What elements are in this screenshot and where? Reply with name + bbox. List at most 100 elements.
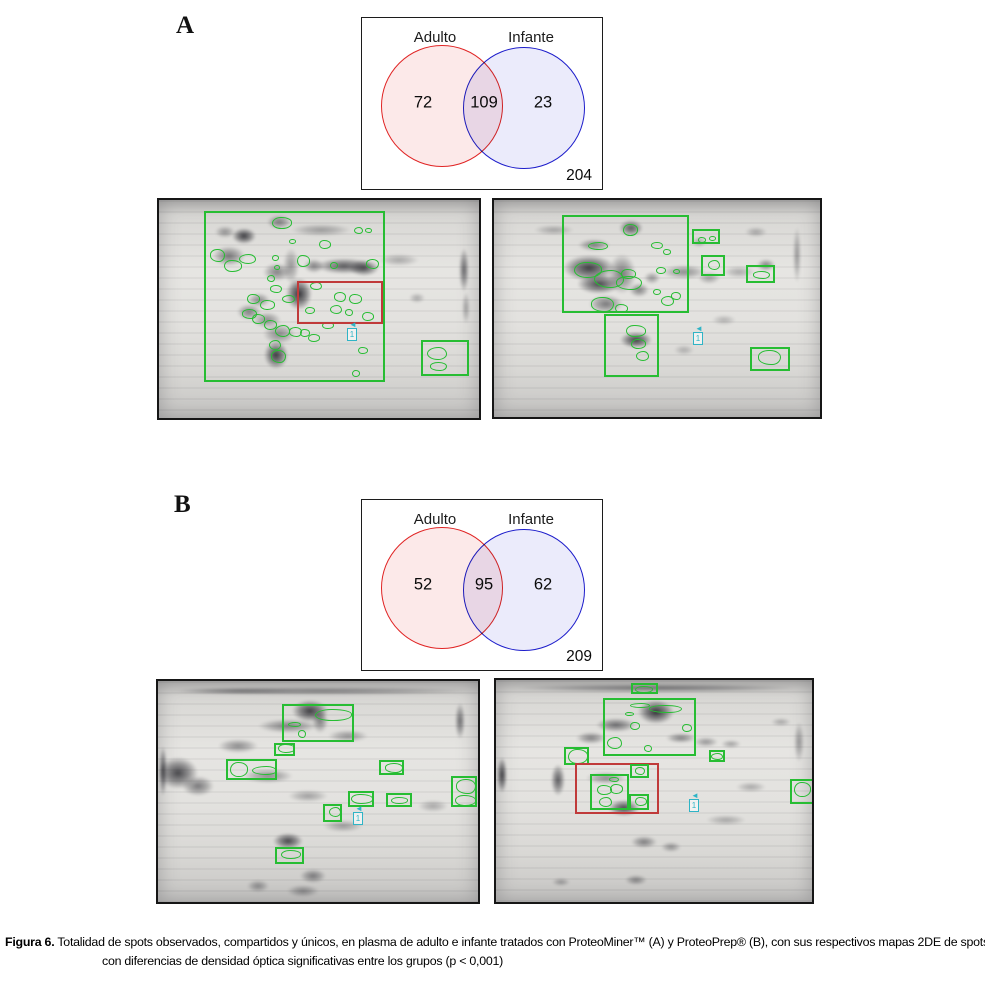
venn-b-right-label: Infante [508,511,554,528]
marker-number-label: 1 [693,332,703,345]
gel-smudge [218,739,258,753]
annotation-rect-green [701,255,725,276]
protein-spot-outline [247,294,260,304]
gel-smudge [661,842,681,852]
marker-arrow-icon: ◄ [695,324,703,333]
protein-spot-outline [354,227,363,234]
gel-smudge [379,254,419,266]
protein-spot-outline [352,370,360,377]
gel-smudge [694,737,718,747]
venn-b-left-label: Adulto [413,511,457,528]
protein-spot-outline [663,249,671,255]
annotation-rect-green [709,750,725,762]
gel-smudge [497,757,507,793]
protein-spot-outline [239,254,256,264]
venn-a-total-count: 204 [566,167,592,184]
protein-spot-outline [366,259,379,269]
annotation-rect-green [631,683,658,694]
annotation-rect-green [379,760,404,775]
venn-a-right-count: 23 [533,93,553,112]
protein-spot-outline [599,797,612,807]
protein-spot-outline [630,722,640,730]
protein-spot-outline [625,712,634,716]
protein-spot-outline [267,275,275,282]
annotation-rect-green [226,759,277,780]
marker-number-label: 1 [353,812,363,825]
annotation-rect-green [274,743,295,756]
protein-spot-outline [270,285,282,293]
protein-spot-outline [330,262,338,269]
protein-spot-outline [362,312,374,321]
protein-spot-outline [427,347,447,360]
annotation-rect-green [692,229,720,244]
protein-spot-outline [621,269,636,279]
spot-marker: ◄ 1 [689,792,699,812]
annotation-rect-green [630,764,649,778]
gel-smudge [182,776,214,796]
annotation-rect-red [297,281,383,324]
protein-spot-outline [210,249,225,262]
annotation-rect-green [604,314,659,377]
gel-smudge [706,815,746,825]
protein-spot-outline [635,767,645,775]
protein-spot-outline [330,305,342,314]
protein-spot-outline [651,242,663,249]
gel-smudge [793,227,801,283]
protein-spot-outline [430,362,447,371]
protein-spot-outline [636,351,649,361]
figure-caption-text: Totalidad de spots observados, compartid… [54,935,985,968]
annotation-rect-green [348,791,374,807]
protein-spot-outline [300,329,310,337]
venn-a-overlap-count: 109 [470,93,498,112]
annotation-rect-green [790,779,812,804]
spot-marker: ◄ 1 [347,321,357,341]
gel-smudge [712,315,736,325]
gel-2de-b-right: ◄ 1 [494,678,814,904]
protein-spot-outline [709,236,716,241]
venn-diagram-a: Adulto Infante 72 109 23 204 [361,17,603,190]
protein-spot-outline [609,777,619,782]
annotation-rect-green [323,804,342,822]
protein-spot-outline [588,242,608,250]
protein-spot-outline [626,325,646,337]
protein-spot-outline [649,705,682,713]
protein-spot-outline [358,347,368,354]
gel-2de-a-left: ◄ 1 [157,198,481,420]
protein-spot-outline [644,745,652,752]
protein-spot-outline [391,797,408,804]
gel-smudge [721,740,741,748]
protein-spot-outline [631,339,646,349]
protein-spot-outline [281,850,301,859]
annotation-rect-green [282,704,354,742]
protein-spot-outline [794,782,811,797]
gel-smudge [631,836,657,848]
venn-b-right-count: 62 [533,575,553,594]
gel-smudge [552,878,570,886]
annotation-rect-green [629,794,649,810]
protein-spot-outline [282,295,295,303]
protein-spot-outline [753,271,770,279]
protein-spot-outline [264,320,277,330]
panel-b-label: B [174,491,191,518]
marker-number-label: 1 [689,799,699,812]
protein-spot-outline [630,703,650,708]
venn-b-total-count: 209 [566,648,592,665]
protein-spot-outline [297,255,310,267]
protein-spot-outline [269,340,281,350]
annotation-rect-red [575,763,659,814]
gel-smudge [625,875,647,885]
figure-caption: Figura 6. Totalidad de spots observados,… [5,933,985,970]
gel-smudge [771,718,791,726]
protein-spot-outline [272,255,279,261]
protein-spot-outline [349,294,362,304]
gel-2de-a-right: ◄ 1 [492,198,822,419]
protein-spot-outline [365,228,372,233]
venn-b-overlap-count: 95 [474,575,494,594]
venn-a-left-count: 72 [413,93,433,112]
panel-a-label: A [176,12,195,39]
gel-smudge [459,248,469,292]
annotation-rect-green [275,847,304,864]
gel-smudge [287,885,319,897]
venn-a-infant-circle [463,47,585,169]
